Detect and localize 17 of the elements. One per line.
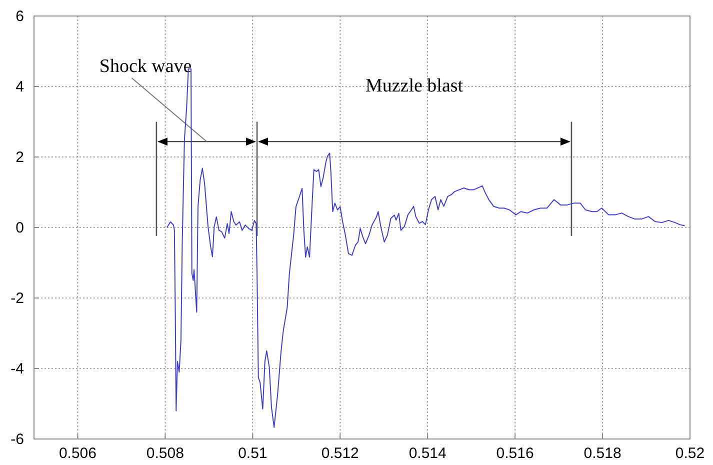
x-tick-label: 0.506 bbox=[58, 445, 97, 462]
y-tick-label: -4 bbox=[10, 360, 24, 378]
x-tick-label: 0.52 bbox=[675, 445, 705, 462]
x-tick-label: 0.508 bbox=[146, 445, 184, 462]
y-tick-label: 6 bbox=[16, 8, 24, 25]
x-tick-label: 0.518 bbox=[584, 445, 622, 462]
annotation: Muzzle blast bbox=[365, 76, 464, 97]
x-tick-label: 0.514 bbox=[408, 445, 446, 462]
annotation: Shock wave bbox=[99, 56, 192, 77]
y-tick-label: 4 bbox=[16, 78, 24, 96]
y-tick-label: 0 bbox=[16, 220, 24, 236]
y-tick-label: -2 bbox=[10, 290, 24, 307]
x-tick-label: 0.516 bbox=[496, 445, 534, 462]
x-tick-label: 0.51 bbox=[238, 445, 268, 462]
x-tick-label: 0.512 bbox=[321, 445, 359, 462]
y-tick-label: 2 bbox=[16, 149, 24, 166]
y-tick-label: -6 bbox=[10, 431, 24, 448]
